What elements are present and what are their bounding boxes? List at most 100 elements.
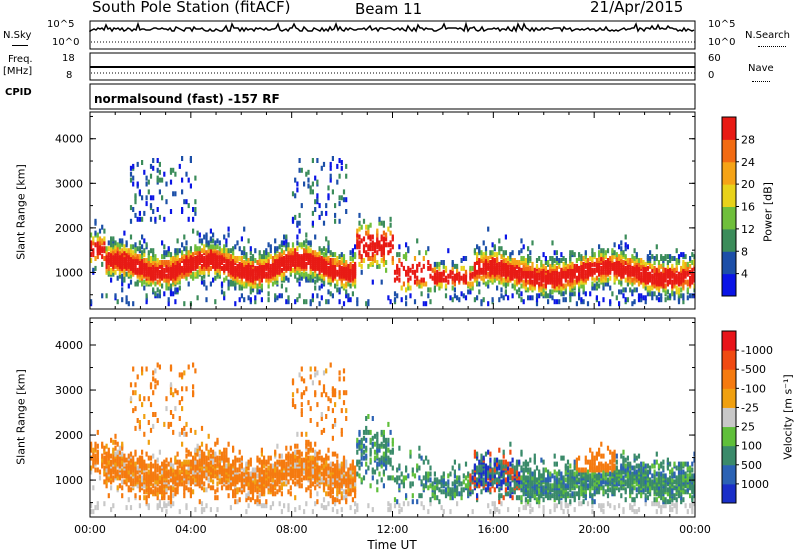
data-cell [167,252,170,258]
data-cell [334,203,337,209]
data-cell [637,279,641,285]
data-cell [123,263,126,269]
data-cell [216,461,219,467]
data-cell [511,293,514,299]
data-cell [553,250,556,256]
data-cell [167,246,170,252]
data-cell [305,248,308,254]
data-cell [467,281,470,287]
data-cell [198,499,201,505]
data-cell [298,467,301,473]
data-cell [271,463,275,469]
data-cell [165,285,168,291]
data-cell [236,499,239,505]
data-cell [311,293,314,299]
data-cell [640,275,643,281]
data-cell [161,283,164,289]
data-cell [267,489,270,495]
data-cell [243,250,246,256]
data-cell [309,240,312,246]
data-cell [342,258,346,263]
data-cell [247,481,250,487]
data-cell [289,263,292,269]
data-cell [677,271,681,277]
data-cell [311,210,314,216]
data-cell [225,463,228,469]
data-cell [156,463,159,469]
data-cell [305,443,308,449]
data-cell [307,246,310,252]
data-cell [90,469,93,475]
data-cell [181,265,184,271]
data-cell [340,165,343,171]
data-cell [185,250,188,256]
data-cell [336,453,339,459]
data-cell [98,240,102,246]
data-cell [349,277,352,283]
data-cell [509,252,512,258]
data-cell [298,449,301,455]
data-cell [294,453,297,459]
data-cell [192,207,195,212]
data-cell [604,254,607,260]
data-cell [236,473,239,479]
data-cell [569,281,572,287]
data-cell [149,402,153,408]
data-cell [673,267,676,273]
data-cell [544,279,547,285]
data-cell [181,441,184,447]
data-cell [205,487,208,493]
data-cell [200,501,204,507]
data-cell [296,181,299,187]
data-cell [96,449,99,455]
data-cell [314,455,317,461]
data-cell [307,252,310,258]
data-cell [269,463,272,469]
data-cell [147,179,150,185]
data-cell [227,477,230,483]
data-cell [573,263,576,269]
data-cell [331,495,334,501]
data-cell [598,265,601,271]
data-cell [103,455,106,461]
data-cell [123,230,126,236]
data-cell [203,234,206,240]
nsky-legend-line [12,45,28,46]
data-cell [185,503,188,509]
data-cell [216,455,219,461]
data-cell [662,265,665,271]
data-cell [234,281,237,287]
data-cell [606,277,610,283]
data-cell [626,258,629,263]
data-cell [305,386,308,392]
data-cell [518,273,521,279]
data-cell [429,287,432,293]
data-cell [498,238,501,244]
data-cell [298,167,301,173]
data-cell [637,273,641,279]
data-cell [615,256,618,261]
data-cell [147,275,150,281]
data-cell [98,244,102,250]
data-cell [338,201,341,207]
data-cell [520,267,523,273]
data-cell [327,248,330,254]
data-cell [260,273,263,279]
data-cell [320,471,323,477]
data-cell [269,267,272,273]
data-cell [682,267,685,273]
data-cell [305,171,308,177]
data-cell [96,236,99,242]
data-cell [649,277,652,283]
data-cell [289,445,292,451]
data-cell [187,364,190,370]
data-cell [269,263,272,269]
data-cell [125,240,128,246]
data-cell [484,281,488,287]
data-cell [334,283,337,289]
data-cell [200,425,204,431]
data-cell [227,232,230,238]
data-cell [558,258,561,263]
data-cell [285,445,288,451]
data-cell [491,273,494,279]
